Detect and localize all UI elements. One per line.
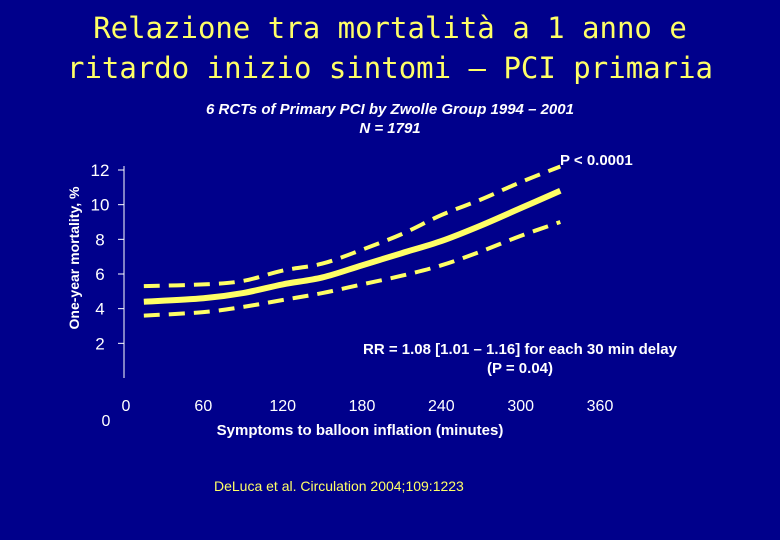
x-tick-label-60: 60 xyxy=(194,398,212,415)
y-tick-label-12: 12 xyxy=(91,161,110,180)
x-tick-label-300: 300 xyxy=(507,398,534,415)
citation: DeLuca et al. Circulation 2004;109:1223 xyxy=(214,478,464,494)
x-tick-label-0: 0 xyxy=(122,398,131,415)
y-tick-label-10: 10 xyxy=(91,196,110,215)
subtitle-line1: 6 RCTs of Primary PCI by Zwolle Group 19… xyxy=(206,101,574,118)
x-tick-label-240: 240 xyxy=(428,398,455,415)
chart-subtitle: 6 RCTs of Primary PCI by Zwolle Group 19… xyxy=(0,100,780,138)
series-line-estimate xyxy=(143,188,562,305)
y-tick-label-4: 4 xyxy=(95,300,104,319)
series-line-lower-ci xyxy=(143,220,561,318)
rr-annotation-line2: (P = 0.04) xyxy=(486,360,553,377)
rr-annotation-line1: RR = 1.08 [1.01 – 1.16] for each 30 min … xyxy=(363,341,677,358)
x-tick-label-180: 180 xyxy=(349,398,376,415)
y-tick-label-8: 8 xyxy=(95,230,104,249)
x-tick-label-120: 120 xyxy=(269,398,296,415)
x-tick-label-360: 360 xyxy=(587,398,614,415)
series-line-upper-ci xyxy=(143,164,562,289)
p-value-annotation: P < 0.0001 xyxy=(560,152,633,169)
slide-title-line2: ritardo inizio sintomi – PCI primaria xyxy=(66,51,713,85)
y-tick-label-6: 6 xyxy=(95,265,104,284)
slide-title: Relazione tra mortalità a 1 anno e ritar… xyxy=(0,8,780,88)
y-tick-label-0: 0 xyxy=(102,413,111,430)
slide-title-line1: Relazione tra mortalità a 1 anno e xyxy=(93,11,687,45)
subtitle-line2: N = 1791 xyxy=(359,120,421,137)
y-tick-label-2: 2 xyxy=(95,334,104,353)
rr-annotation: RR = 1.08 [1.01 – 1.16] for each 30 min … xyxy=(310,340,730,378)
x-axis-label: Symptoms to balloon inflation (minutes) xyxy=(216,422,504,439)
